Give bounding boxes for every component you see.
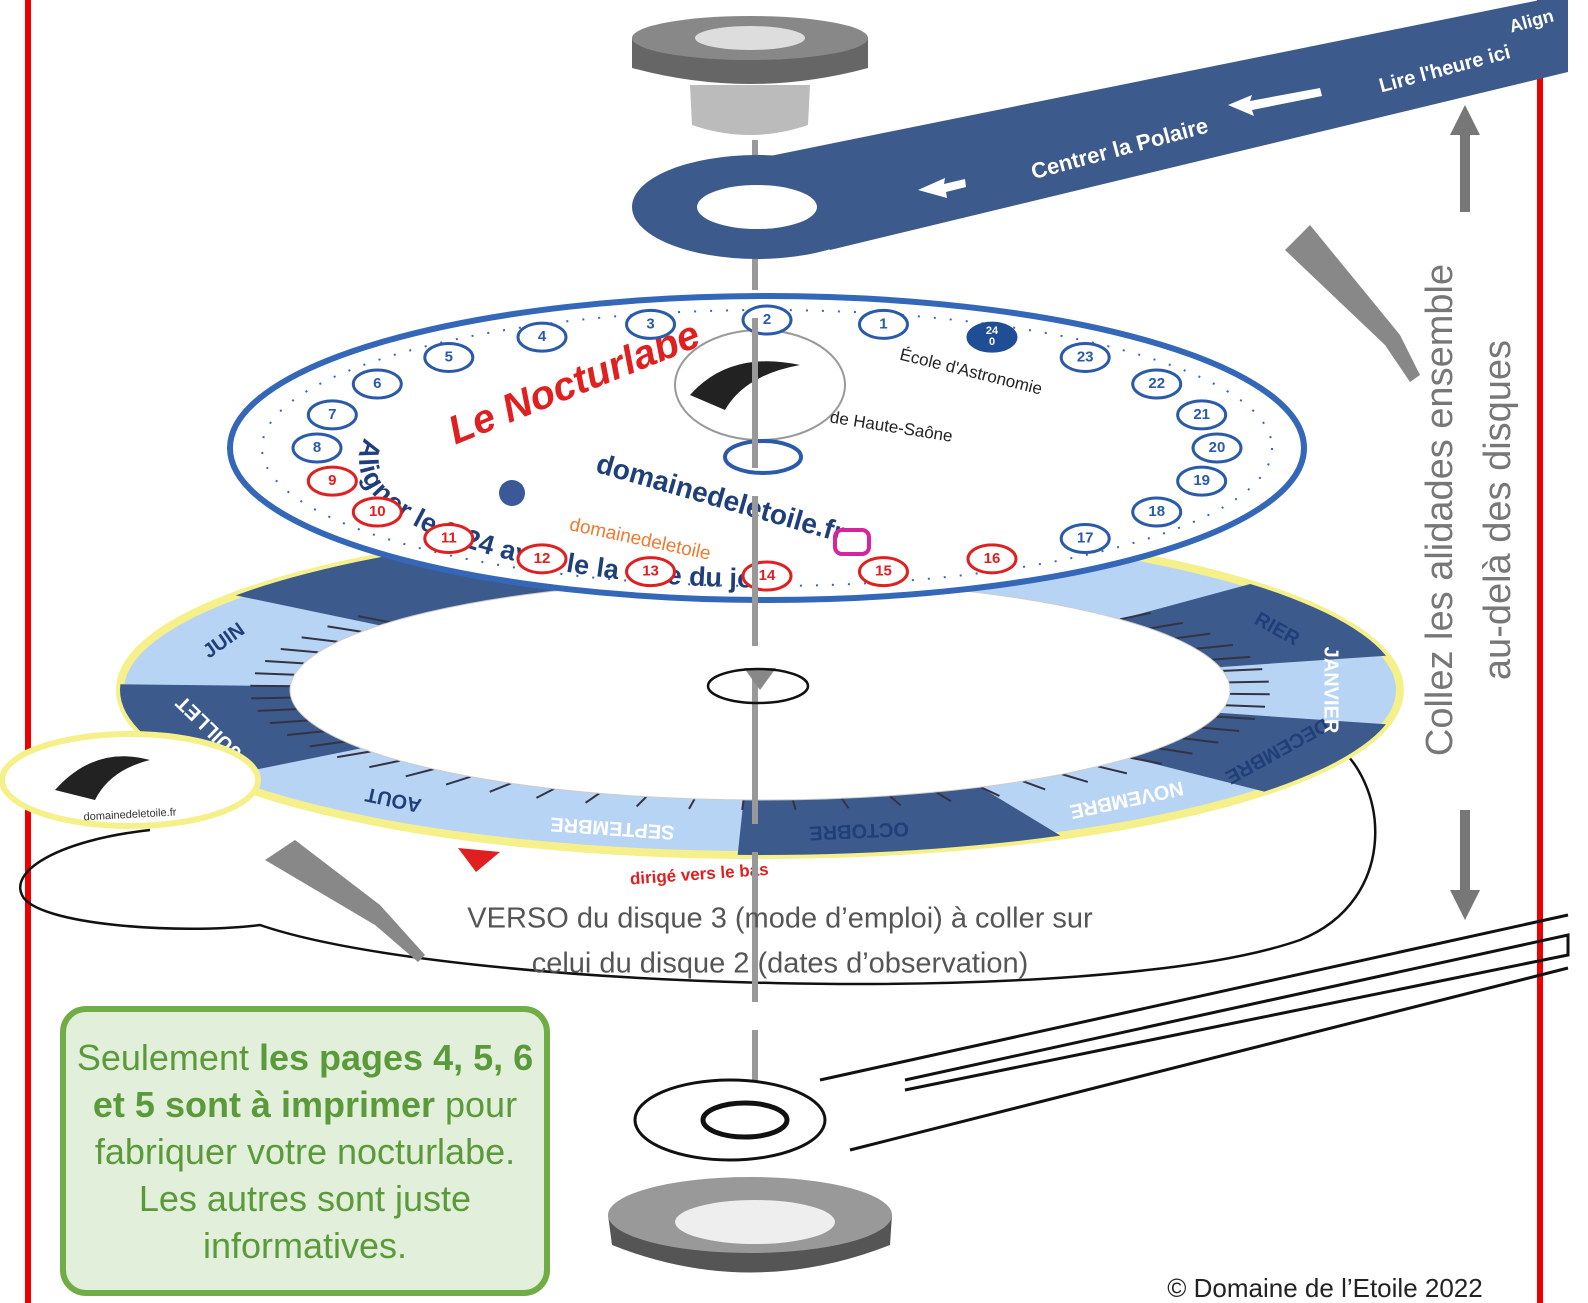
month-label: JANVIER	[1320, 647, 1342, 734]
print-note: Seulement les pages 4, 5, 6 et 5 sont à …	[60, 1006, 550, 1296]
hour-label: 20	[1209, 439, 1226, 456]
month-tick	[251, 698, 291, 699]
month-tick	[255, 673, 295, 674]
hour-label: 24	[986, 325, 999, 337]
top-eyelet	[632, 16, 868, 135]
page: JUINJUILLETAOUTSEPTEMBREOCTOBRENOVEMBRED…	[0, 0, 1588, 1303]
hour-label: 16	[984, 550, 1001, 567]
hour-label: 13	[642, 563, 659, 580]
hour-label: 10	[369, 503, 386, 520]
hour-label: 23	[1077, 348, 1094, 365]
hour-label: 19	[1193, 472, 1210, 489]
hour-label: 5	[445, 348, 453, 365]
hour-label: 11	[441, 529, 457, 546]
month-label: OCTOBRE	[809, 817, 910, 844]
red-arrow	[458, 848, 500, 872]
hour-label: 3	[646, 315, 654, 332]
eyelet-hole	[695, 26, 805, 50]
hour-label: 2	[763, 311, 771, 328]
side-note: Collez les alidades ensemble	[1419, 264, 1461, 756]
hour-label: 8	[313, 439, 321, 456]
hour-label: 1	[879, 315, 887, 332]
alidade-end	[635, 1080, 825, 1160]
eyelet-hole	[675, 1200, 835, 1244]
side-note: au-delà des disques	[1477, 340, 1519, 680]
bottom-eyelet	[608, 1177, 892, 1273]
hour-label: 9	[328, 472, 336, 489]
side-arrow-head	[1450, 890, 1480, 920]
hour-label: 18	[1148, 503, 1165, 520]
hour-label: 22	[1148, 375, 1165, 392]
hour-label: 4	[538, 328, 547, 345]
verso-note: celui du disque 2 (dates d’observation)	[532, 948, 1029, 980]
copyright: © Domaine de l’Etoile 2022	[1167, 1273, 1482, 1303]
verso-note: VERSO du disque 3 (mode d’emploi) à coll…	[467, 903, 1093, 935]
hour-label: 7	[328, 406, 336, 423]
month-tick	[1229, 682, 1269, 683]
month-tick	[742, 800, 743, 810]
hour-label: 0	[989, 336, 995, 348]
hour-label: 21	[1193, 406, 1210, 423]
hour-label: 12	[534, 550, 551, 567]
facebook-icon	[499, 480, 525, 506]
glue-tube	[1285, 225, 1420, 382]
hour-label: 17	[1077, 529, 1094, 546]
hour-disk: École d'Astronomie de Haute-Saône Le Noc…	[230, 296, 1304, 600]
eyelet-tube	[690, 85, 810, 135]
arrow-note: dirigé vers le bas	[629, 860, 769, 889]
month-tick	[1225, 705, 1265, 706]
note-text: Seulement	[77, 1037, 259, 1078]
hour-label: 15	[875, 563, 892, 580]
alidade-hole	[697, 185, 817, 229]
side-arrow-head	[1450, 105, 1480, 135]
hour-label: 6	[373, 375, 381, 392]
hour-label: 14	[759, 567, 776, 584]
glue-tube	[265, 840, 425, 962]
